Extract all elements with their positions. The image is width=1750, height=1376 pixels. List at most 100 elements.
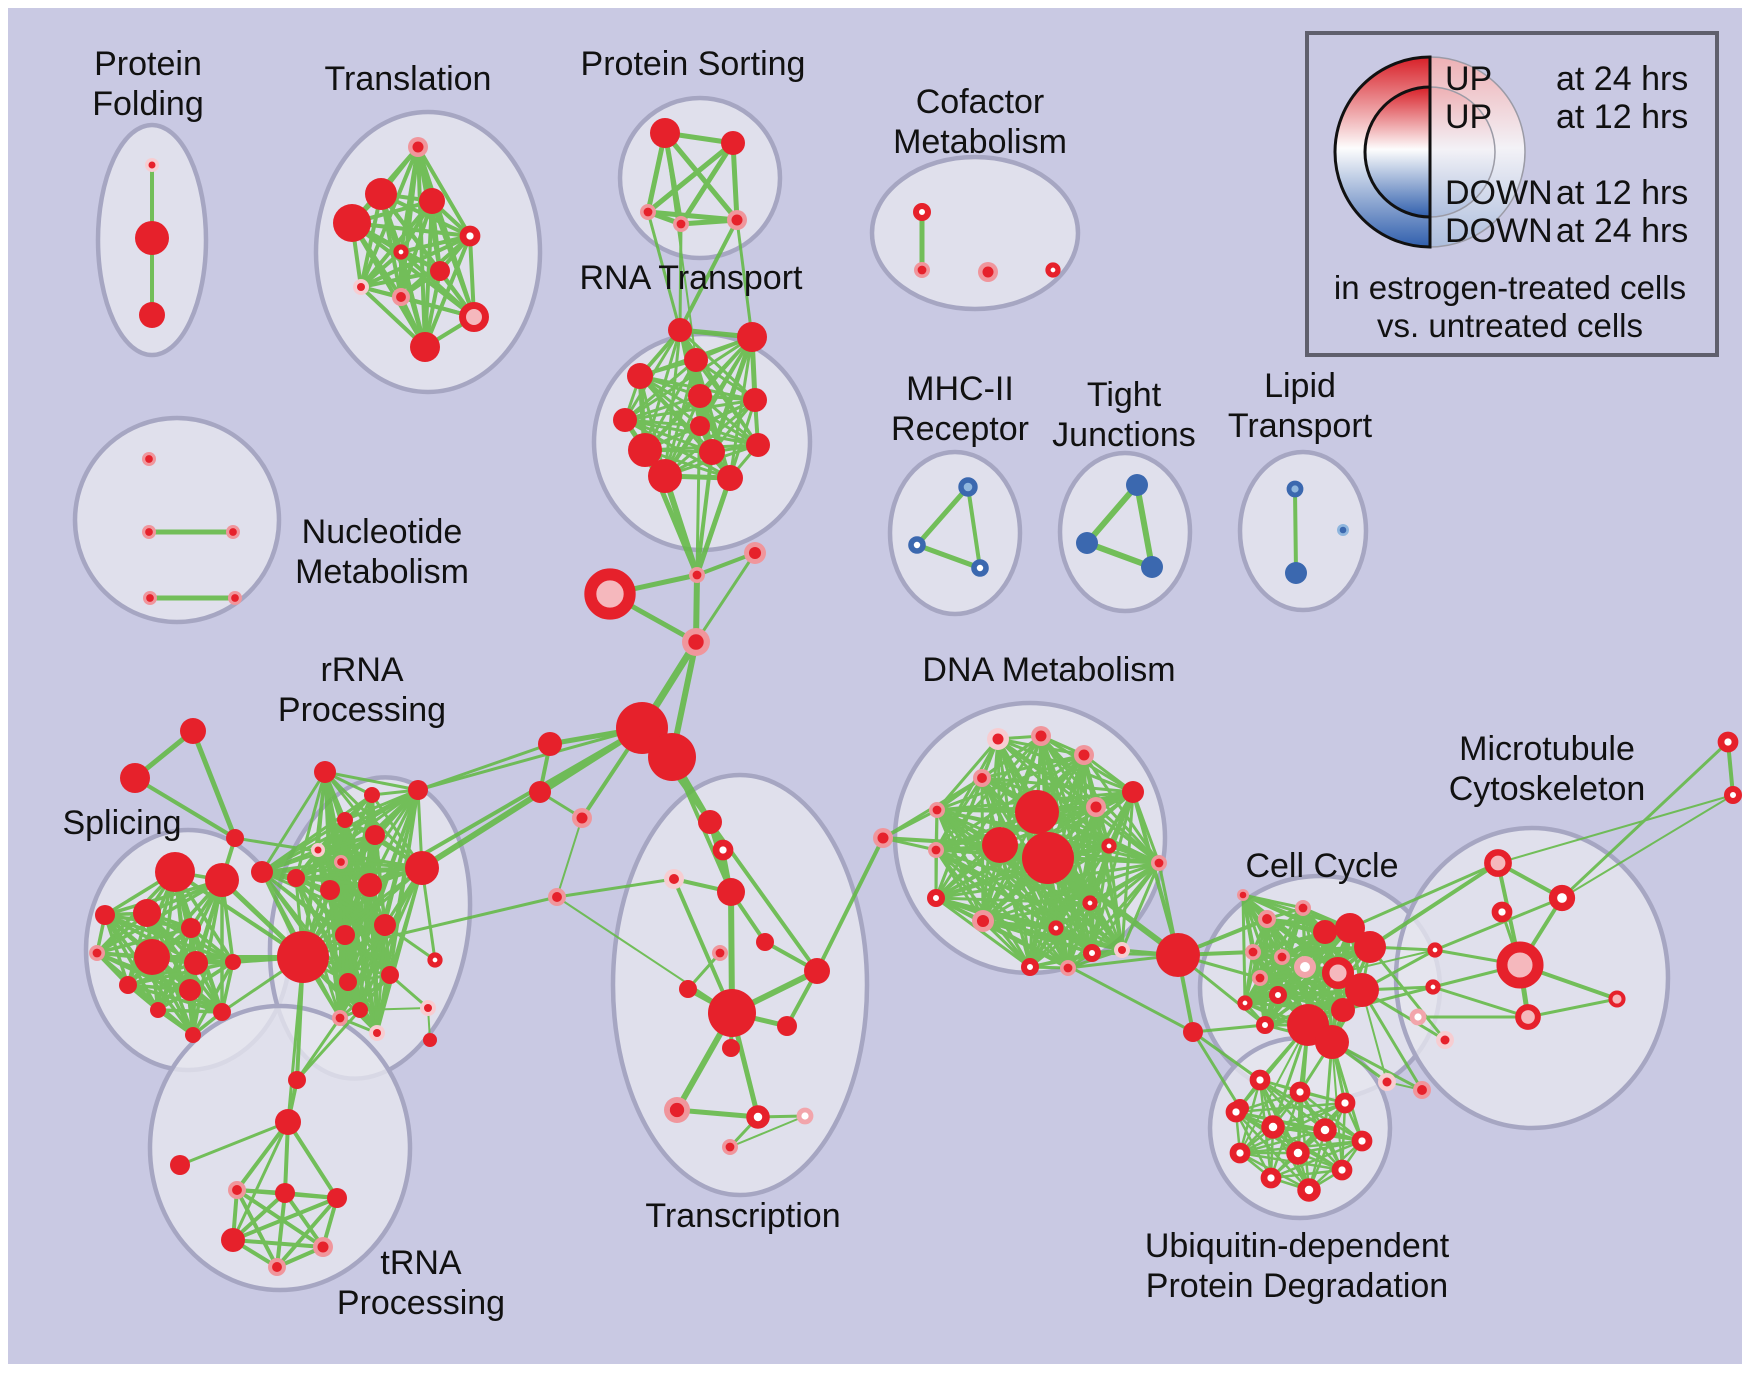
node-up-strong <box>365 178 397 210</box>
gene-node <box>1717 731 1739 753</box>
node-up-strong <box>717 878 745 906</box>
edge <box>416 726 644 792</box>
cluster-label-rrna-processing: rRNA <box>320 651 403 689</box>
gene-node <box>673 216 689 232</box>
node-down-light <box>1286 480 1304 498</box>
node-halo-core <box>1078 749 1090 761</box>
gene-node <box>973 769 991 787</box>
gene-node <box>145 158 159 172</box>
edge <box>295 1008 362 1082</box>
node-up-strong <box>708 989 756 1037</box>
edge <box>103 878 224 917</box>
node-up-strong <box>337 812 353 828</box>
gene-node <box>120 763 150 793</box>
node-up-ring <box>1491 901 1513 923</box>
edge <box>556 896 733 1014</box>
gene-node <box>796 1107 814 1125</box>
gene-node <box>181 918 201 938</box>
node-up-strong <box>95 905 115 925</box>
gene-node <box>717 465 743 491</box>
gene-node <box>184 951 208 975</box>
node-up-ring <box>393 244 409 260</box>
gene-node <box>1021 958 1039 976</box>
gene-node <box>1286 1141 1310 1165</box>
node-pale-ring <box>796 1107 814 1125</box>
gene-node <box>135 221 169 255</box>
gene-node <box>1321 956 1355 990</box>
gene-node <box>717 878 745 906</box>
node-up-ring <box>913 203 931 221</box>
node-up-ring <box>1229 1142 1251 1164</box>
node-up-strong <box>120 763 150 793</box>
gene-node <box>648 733 696 781</box>
node-up-strong <box>327 1188 347 1208</box>
node-up-ring <box>1269 986 1287 1004</box>
node-halo-core <box>692 570 702 580</box>
node-halo-core <box>1090 801 1102 813</box>
edge <box>430 199 476 319</box>
edge <box>1368 861 1500 949</box>
edge <box>328 888 342 1020</box>
gene-node <box>430 261 450 281</box>
node-up-strong <box>277 931 329 983</box>
gene-node <box>958 477 978 497</box>
edge <box>231 1196 339 1242</box>
node-ring-pink-center <box>459 302 489 332</box>
node-ring-pink-center <box>1484 849 1512 877</box>
edge <box>1258 1078 1327 1132</box>
edge <box>709 334 755 455</box>
gene-node <box>352 1002 368 1018</box>
node-up-strong <box>1022 832 1074 884</box>
node-pale-halo-core <box>424 1004 432 1012</box>
node-up-strong <box>419 188 445 214</box>
gene-node <box>1126 474 1148 496</box>
gene-node <box>584 568 636 620</box>
gene-node <box>1294 956 1316 978</box>
gene-node <box>1286 480 1304 498</box>
cluster-ellipse-trna-processing <box>147 1003 413 1293</box>
gene-node <box>365 178 397 210</box>
node-pale-halo-core <box>1118 946 1126 954</box>
gene-node <box>664 1097 690 1123</box>
node-up-strong <box>699 439 725 465</box>
gene-node <box>420 1000 436 1016</box>
node-up-strong <box>365 825 385 845</box>
node-down-ring <box>908 536 926 554</box>
node-up-ring <box>1225 1101 1247 1123</box>
edge <box>1330 1040 1364 1143</box>
node-up-strong <box>358 873 382 897</box>
gene-node <box>213 1003 231 1021</box>
gene-node <box>427 952 443 968</box>
edge <box>231 1120 290 1242</box>
node-up-ring <box>1425 979 1441 995</box>
gene-node <box>142 525 156 539</box>
edge <box>934 896 1092 905</box>
gene-node <box>698 810 722 834</box>
edge <box>235 1120 290 1192</box>
cluster-label-protein-sorting: Protein Sorting <box>581 45 806 83</box>
edge <box>95 926 193 955</box>
node-pale-ring <box>1294 956 1316 978</box>
gene-node <box>143 591 157 605</box>
node-up-strong <box>1345 973 1379 1007</box>
node-up-ring <box>1045 262 1061 278</box>
edge <box>1134 482 1155 570</box>
node-up-strong <box>648 459 682 493</box>
node-up-strong <box>213 1003 231 1021</box>
node-up-strong <box>1156 933 1200 977</box>
gene-node <box>712 839 734 861</box>
gene-node <box>287 869 305 887</box>
gene-node <box>1413 1081 1431 1099</box>
edge <box>260 770 327 874</box>
edge <box>126 960 235 987</box>
gene-node <box>1101 838 1117 854</box>
gene-node <box>572 808 592 828</box>
node-halo-core <box>1239 891 1247 899</box>
gene-node <box>419 188 445 214</box>
node-up-ring <box>1351 1130 1373 1152</box>
node-halo-core <box>676 219 686 229</box>
gene-node <box>288 1071 306 1089</box>
edge <box>1191 1030 1262 1082</box>
node-up-strong <box>627 363 653 389</box>
